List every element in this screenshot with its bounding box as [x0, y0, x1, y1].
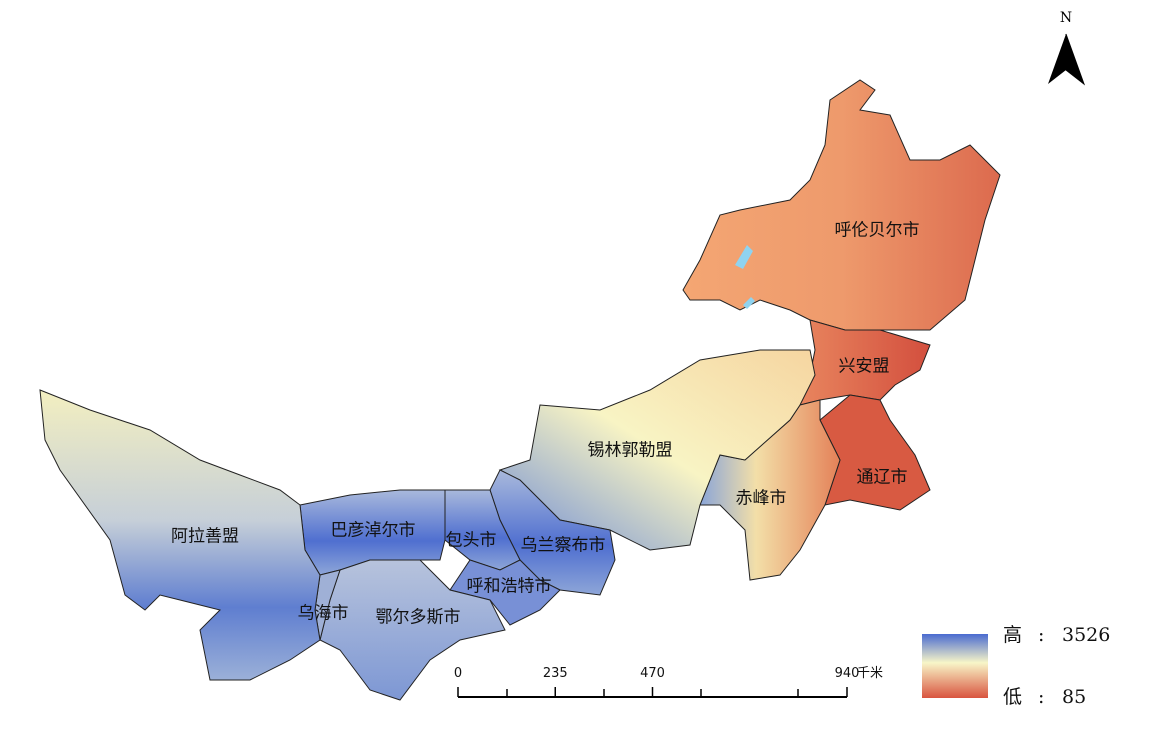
arrow-half	[1065, 33, 1086, 86]
region-label: 乌海市	[298, 604, 349, 624]
legend-separator: :	[1038, 624, 1044, 646]
scale-tick-label: 940	[835, 666, 860, 681]
region-label: 兴安盟	[839, 357, 890, 377]
legend-separator: :	[1038, 686, 1044, 708]
regions	[39, 79, 1001, 701]
legend-ramp	[922, 634, 988, 698]
region-label: 呼伦贝尔市	[835, 221, 920, 241]
region-label: 鄂尔多斯市	[376, 608, 461, 628]
region	[319, 559, 506, 701]
region-labels: 呼伦贝尔市 兴安盟 通辽市 赤峰市 锡林郭勒盟 乌兰察布市 包头市 呼和浩特市 …	[171, 221, 920, 628]
region-label: 包头市	[446, 531, 497, 551]
region-label: 锡林郭勒盟	[588, 441, 673, 461]
scale-bar: 千米 0 235 470 940	[454, 666, 883, 698]
scale-tick-label: 0	[454, 666, 462, 681]
north-arrow: N	[1048, 10, 1086, 86]
legend-low-value: 85	[1062, 686, 1086, 708]
region-label: 阿拉善盟	[171, 527, 239, 547]
scale-unit: 千米	[857, 666, 883, 681]
legend-high-value: 3526	[1062, 624, 1110, 646]
region-label: 呼和浩特市	[467, 577, 552, 597]
lake	[735, 245, 755, 309]
legend: 高 : 3526 低 : 85	[922, 624, 1110, 708]
region	[39, 389, 321, 681]
legend-low-label: 低	[1003, 686, 1022, 708]
region-label: 赤峰市	[736, 489, 787, 509]
legend-high-label: 高	[1003, 624, 1022, 646]
minor-ticks	[506, 689, 799, 697]
region-label: 巴彦淖尔市	[331, 521, 416, 541]
scale-tick-label: 470	[640, 666, 665, 681]
north-label: N	[1060, 10, 1072, 26]
region	[682, 79, 1001, 331]
region-label: 通辽市	[857, 468, 908, 488]
region-label: 乌兰察布市	[521, 536, 606, 556]
scale-tick-label: 235	[543, 666, 568, 681]
arrow-half	[1048, 34, 1066, 84]
